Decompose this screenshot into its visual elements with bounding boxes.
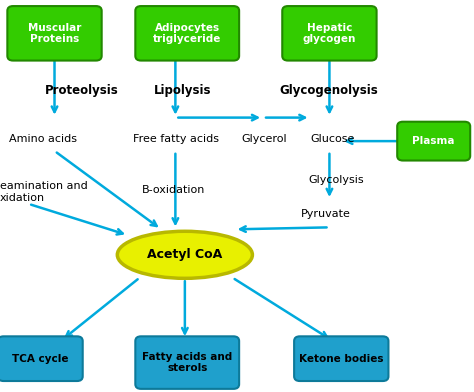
- FancyBboxPatch shape: [282, 6, 376, 60]
- FancyBboxPatch shape: [136, 6, 239, 60]
- FancyBboxPatch shape: [0, 336, 82, 381]
- Ellipse shape: [118, 231, 252, 278]
- Text: Adipocytes
triglyceride: Adipocytes triglyceride: [153, 22, 221, 44]
- FancyBboxPatch shape: [8, 6, 101, 60]
- Text: Fatty acids and
sterols: Fatty acids and sterols: [142, 352, 232, 374]
- Text: B-oxidation: B-oxidation: [142, 185, 206, 195]
- Text: Ketone bodies: Ketone bodies: [299, 354, 383, 364]
- Text: Hepatic
glycogen: Hepatic glycogen: [303, 22, 356, 44]
- FancyBboxPatch shape: [397, 122, 470, 161]
- Text: Muscular
Proteins: Muscular Proteins: [28, 22, 81, 44]
- Text: Amino acids: Amino acids: [9, 134, 77, 144]
- Text: Acetyl CoA: Acetyl CoA: [147, 248, 222, 261]
- Text: Pyruvate: Pyruvate: [301, 209, 351, 219]
- Text: Glucose: Glucose: [310, 134, 355, 144]
- Text: Plasma: Plasma: [412, 136, 455, 146]
- Text: Proteolysis: Proteolysis: [45, 83, 119, 97]
- Text: Free fatty acids: Free fatty acids: [133, 134, 219, 144]
- Text: Glycolysis: Glycolysis: [308, 175, 364, 185]
- FancyBboxPatch shape: [136, 336, 239, 389]
- Text: Glycogenolysis: Glycogenolysis: [280, 83, 378, 97]
- Text: eamination and
xidation: eamination and xidation: [0, 181, 88, 203]
- FancyBboxPatch shape: [294, 336, 388, 381]
- Text: TCA cycle: TCA cycle: [12, 354, 69, 364]
- Text: Lipolysis: Lipolysis: [154, 83, 211, 97]
- Text: Glycerol: Glycerol: [242, 134, 287, 144]
